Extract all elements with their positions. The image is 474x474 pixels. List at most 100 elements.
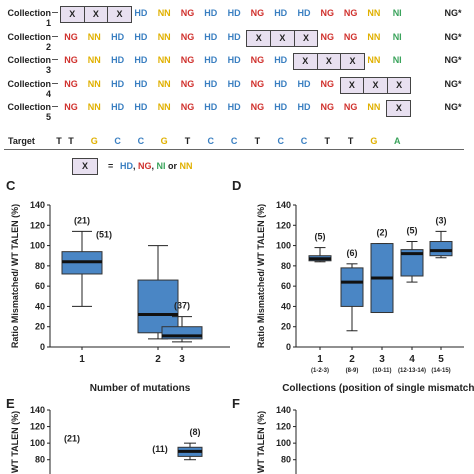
x-tick-label: 1 xyxy=(317,354,323,365)
target-base: T xyxy=(254,136,261,146)
target-base: C xyxy=(137,136,145,146)
rvd-cell: HD xyxy=(274,55,288,66)
y-tick-label: 80 xyxy=(35,261,45,271)
target-base: C xyxy=(114,136,121,146)
n-label: (21) xyxy=(64,433,80,443)
rvd-cell: NG xyxy=(250,78,265,89)
y-tick-label: 100 xyxy=(30,241,45,251)
end-rvd: NG* xyxy=(444,8,462,18)
collection-arrow xyxy=(52,106,58,108)
collection-arrow xyxy=(52,35,58,37)
y-tick-label: 120 xyxy=(276,220,291,230)
mismatch-x: X xyxy=(395,103,402,114)
panel-letter: C xyxy=(6,178,16,193)
y-tick-label: 80 xyxy=(281,455,291,465)
y-tick-label: 40 xyxy=(35,301,45,311)
mismatch-x: X xyxy=(247,30,272,46)
rvd-cell: HD xyxy=(297,102,311,113)
rvd-cell: NG xyxy=(180,31,195,42)
rvd-cell: HD xyxy=(134,8,148,18)
rvd-cell: HD xyxy=(227,8,241,18)
n-label: (37) xyxy=(174,301,190,311)
rvd-cell: NN xyxy=(367,31,381,42)
y-tick-label: 80 xyxy=(35,455,45,465)
n-label: (11) xyxy=(152,444,168,454)
legend-item: NN xyxy=(179,161,193,171)
n-label: (5) xyxy=(407,226,418,236)
rvd-cell: HD xyxy=(111,31,125,42)
rvd-cell: NG xyxy=(180,55,195,66)
rvd-cell: NG xyxy=(320,102,335,113)
rvd-cell: NG xyxy=(64,78,78,89)
n-label: (21) xyxy=(74,215,90,225)
target-base: G xyxy=(370,136,378,146)
collection-label: Collection 4 xyxy=(7,78,51,99)
collection-label: Collection 2 xyxy=(7,31,51,52)
rvd-cell: NG xyxy=(343,8,358,18)
y-tick-label: 40 xyxy=(281,301,291,311)
y-tick-label: 140 xyxy=(276,200,291,210)
y-tick-label: 60 xyxy=(281,281,291,291)
rvd-cell: NN xyxy=(87,78,101,89)
target-base: C xyxy=(300,136,308,146)
y-tick-label: 120 xyxy=(276,422,291,432)
rvd-cell: NG xyxy=(180,78,195,89)
rvd-cell: NG xyxy=(64,102,78,113)
n-label: (2) xyxy=(377,228,388,238)
collection-label: Collection 5 xyxy=(7,102,51,123)
n-label: (6) xyxy=(347,248,358,258)
x-axis-label: Number of mutations xyxy=(90,383,191,394)
mismatch-x: X xyxy=(85,7,109,22)
rvd-cell: NG xyxy=(250,55,265,66)
legend-item: NI xyxy=(156,161,166,171)
end-rvd: NG* xyxy=(444,102,462,113)
x-tick-sublabel: (1-2-3) xyxy=(311,368,329,374)
rvd-cell: HD xyxy=(227,55,241,66)
legend-item: NG xyxy=(138,161,152,171)
box xyxy=(400,249,424,277)
rvd-cell: HD xyxy=(111,102,125,113)
x-tick-label: 5 xyxy=(438,354,444,365)
legend-text: HD, NG, NI or NN xyxy=(120,161,193,171)
rvd-cell: HD xyxy=(111,78,125,89)
rvd-cell: HD xyxy=(134,31,148,42)
rvd-cell: NG xyxy=(343,102,358,113)
n-label: (3) xyxy=(436,215,447,225)
rvd-cell: HD xyxy=(274,102,288,113)
rvd-cell: NN xyxy=(157,78,171,89)
box xyxy=(340,267,364,307)
end-rvd: NG* xyxy=(444,31,462,42)
x-tick-label: 3 xyxy=(179,354,185,365)
rvd-cell: NG xyxy=(64,31,78,42)
rvd-cell: NN xyxy=(367,8,381,18)
rvd-cell: NG xyxy=(180,102,195,113)
rvd-cell: NN xyxy=(367,55,381,66)
rvd-cell: NG xyxy=(250,8,265,18)
x-tick-sublabel: (12-13-14) xyxy=(398,368,426,374)
y-tick-label: 60 xyxy=(35,281,45,291)
x-tick-label: 2 xyxy=(349,354,355,365)
n-label: (5) xyxy=(315,232,326,242)
y-tick-label: 100 xyxy=(276,241,291,251)
target-base: T xyxy=(184,136,191,146)
rvd-cell: HD xyxy=(134,55,148,66)
rvd-cell: HD xyxy=(204,55,218,66)
y-tick-label: 20 xyxy=(35,322,45,332)
rvd-cell: NI xyxy=(392,31,402,42)
target-base: T xyxy=(68,136,74,146)
target-label: Target xyxy=(8,136,35,146)
rvd-cell: HD xyxy=(134,102,148,113)
x-tick-sublabel: (14-15) xyxy=(431,368,450,374)
mismatch-x: X xyxy=(364,77,388,93)
y-tick-label: 100 xyxy=(276,438,291,448)
rvd-cell: HD xyxy=(204,78,218,89)
rvd-cell: HD xyxy=(227,31,241,42)
collection-label: Collection 1 xyxy=(7,8,51,28)
collection-arrow xyxy=(52,59,58,61)
legend-item: HD xyxy=(120,161,133,171)
legend-x-box: X xyxy=(72,158,98,175)
y-tick-label: 0 xyxy=(286,342,291,352)
rvd-cell: HD xyxy=(204,8,218,18)
